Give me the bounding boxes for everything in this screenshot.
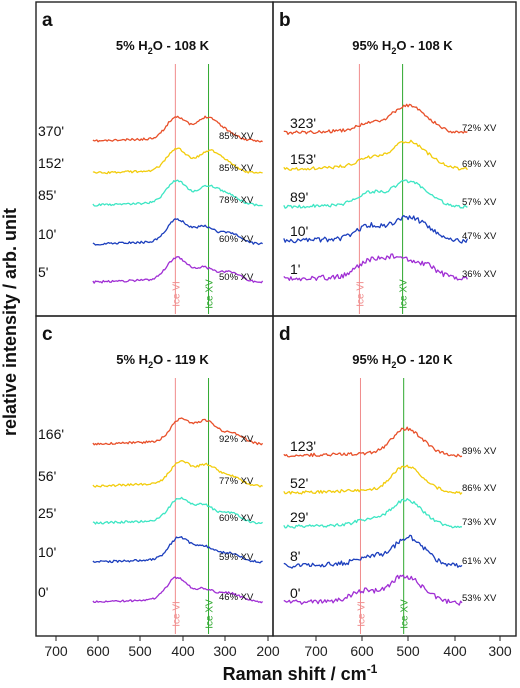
trace-10min (92, 536, 263, 564)
time-label: 0' (290, 585, 300, 601)
panel-letter: d (279, 324, 291, 345)
trace-89min (283, 179, 468, 209)
time-label: 1' (290, 261, 300, 277)
time-label: 29' (290, 509, 308, 525)
x-tick-label: 700 (304, 643, 328, 659)
percent-label: 77% XV (219, 476, 254, 487)
x-tick-label: 200 (256, 643, 280, 659)
marker-label: Ice VI (356, 601, 367, 627)
percent-label: 85% XV (219, 131, 254, 142)
panel-b: b 95% H2O - 108 K Ice VI Ice XV 323' 72% XV 15… (272, 1, 517, 317)
marker-label: Ice XV (205, 599, 216, 629)
panel-letter: b (279, 10, 291, 31)
x-tick-label: 400 (443, 643, 467, 659)
panel-a: a 5% H2O - 108 K Ice VI Ice XV 370' 85% XV 152… (35, 1, 274, 317)
percent-label: 46% XV (219, 592, 254, 603)
panel-title: 95% H2O - 108 K (352, 38, 453, 56)
trace-10min (92, 218, 263, 246)
trace-10min (283, 214, 469, 244)
time-label: 166' (38, 426, 64, 442)
panel-title: 5% H2O - 119 K (116, 352, 209, 370)
x-axis-title: Raman shift / cm-1 (223, 662, 378, 684)
time-label: 10' (290, 223, 308, 239)
trace-5min (92, 256, 264, 284)
panel-letter: a (42, 10, 53, 31)
trace-52min (283, 464, 463, 495)
time-label: 153' (290, 151, 316, 167)
x-tick-label: 500 (128, 643, 152, 659)
panel-c: c 5% H2O - 119 K Ice VI Ice XV 166' 92% XV 56'… (35, 315, 274, 637)
time-label: 10' (38, 226, 56, 242)
x-tick-label: 300 (488, 643, 512, 659)
time-label: 52' (290, 475, 308, 491)
marker-label: Ice XV (400, 599, 411, 629)
panel-title: 5% H2O - 108 K (116, 38, 210, 56)
trace-370min (92, 115, 263, 143)
marker-label: Ice VI (171, 281, 182, 307)
percent-label: 53% XV (462, 593, 497, 604)
panel-d: d 95% H2O - 120 K Ice VI Ice XV 123' 89% XV 52… (272, 315, 517, 637)
percent-label: 89% XV (462, 446, 497, 457)
percent-label: 47% XV (462, 231, 497, 242)
time-label: 25' (38, 505, 56, 521)
percent-label: 78% XV (219, 195, 254, 206)
trace-123min (283, 426, 463, 458)
trace-8min (283, 534, 463, 569)
time-label: 56' (38, 468, 56, 484)
marker-label: Ice XV (399, 279, 410, 309)
time-label: 370' (38, 123, 64, 139)
y-axis-title: relative intensity / arb. unit (0, 208, 20, 436)
percent-label: 36% XV (462, 269, 497, 280)
trace-323min (283, 103, 468, 135)
percent-label: 73% XV (462, 517, 497, 528)
percent-label: 60% XV (219, 513, 254, 524)
marker-label: Ice VI (171, 601, 182, 627)
time-label: 8' (290, 548, 300, 564)
trace-29min (283, 498, 463, 529)
percent-label: 92% XV (219, 434, 254, 445)
trace-0min (92, 576, 264, 604)
panel-letter: c (42, 324, 53, 345)
percent-label: 72% XV (462, 123, 497, 134)
time-label: 152' (38, 155, 64, 171)
time-label: 5' (38, 264, 48, 280)
percent-label: 57% XV (462, 197, 497, 208)
time-label: 123' (290, 438, 316, 454)
trace-0min (283, 574, 463, 606)
panel-frame (272, 315, 517, 637)
x-tick-label: 600 (86, 643, 110, 659)
time-label: 323' (290, 115, 316, 131)
time-label: 85' (38, 187, 56, 203)
time-label: 89' (290, 189, 308, 205)
panel-title: 95% H2O - 120 K (352, 352, 453, 370)
percent-label: 86% XV (462, 483, 497, 494)
trace-56min (92, 460, 263, 488)
percent-label: 50% XV (219, 272, 254, 283)
x-tick-label: 700 (44, 643, 68, 659)
trace-1min (283, 253, 468, 282)
marker-label: Ice XV (205, 279, 216, 309)
marker-label: Ice VI (355, 281, 366, 307)
trace-85min (92, 179, 263, 207)
x-tick-label: 600 (350, 643, 374, 659)
percent-label: 59% XV (219, 552, 254, 563)
percent-label: 85% XV (219, 163, 254, 174)
x-tick-label: 300 (213, 643, 237, 659)
trace-166min (92, 417, 264, 446)
trace-153min (283, 139, 468, 171)
percent-label: 61% XV (462, 556, 497, 567)
x-tick-label: 500 (396, 643, 420, 659)
trace-152min (92, 147, 263, 175)
time-label: 10' (38, 544, 56, 560)
trace-25min (92, 496, 263, 525)
time-label: 0' (38, 584, 48, 600)
x-tick-label: 400 (171, 643, 195, 659)
percent-label: 60% XV (219, 234, 254, 245)
percent-label: 69% XV (462, 159, 497, 170)
